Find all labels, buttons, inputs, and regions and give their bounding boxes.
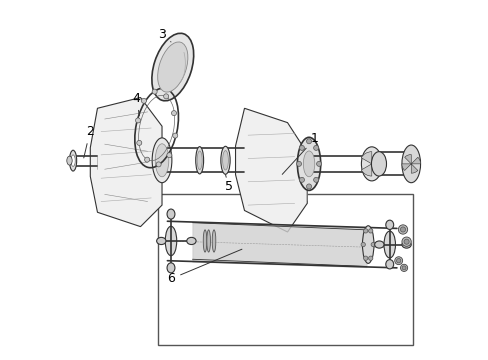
Bar — [158, 194, 412, 345]
Circle shape — [135, 118, 140, 123]
Circle shape — [299, 177, 304, 183]
Circle shape — [360, 242, 365, 247]
Ellipse shape — [401, 145, 420, 183]
Ellipse shape — [371, 152, 386, 176]
Circle shape — [296, 161, 301, 166]
Wedge shape — [404, 154, 410, 164]
Ellipse shape — [197, 151, 202, 170]
Ellipse shape — [157, 42, 187, 92]
Ellipse shape — [167, 209, 175, 219]
Circle shape — [313, 145, 318, 150]
Ellipse shape — [186, 237, 196, 244]
Circle shape — [156, 162, 161, 167]
Ellipse shape — [362, 226, 373, 264]
Circle shape — [137, 140, 142, 145]
Circle shape — [398, 225, 407, 234]
Ellipse shape — [303, 151, 314, 177]
Ellipse shape — [212, 230, 215, 252]
Ellipse shape — [385, 220, 393, 229]
Text: 5: 5 — [224, 175, 232, 193]
Polygon shape — [235, 108, 306, 232]
Wedge shape — [410, 164, 417, 173]
Circle shape — [370, 242, 375, 247]
Circle shape — [144, 157, 149, 162]
Text: 2: 2 — [83, 125, 94, 158]
Ellipse shape — [383, 231, 395, 258]
Circle shape — [401, 237, 410, 246]
Circle shape — [368, 229, 372, 233]
Ellipse shape — [167, 263, 175, 273]
Ellipse shape — [69, 150, 77, 171]
Ellipse shape — [385, 260, 393, 269]
Polygon shape — [90, 98, 162, 226]
Circle shape — [400, 264, 407, 271]
Circle shape — [306, 139, 311, 144]
Circle shape — [403, 239, 408, 244]
Ellipse shape — [297, 137, 320, 190]
Ellipse shape — [401, 241, 410, 248]
Ellipse shape — [152, 138, 171, 183]
Ellipse shape — [222, 150, 228, 170]
Circle shape — [141, 98, 146, 103]
Circle shape — [396, 258, 400, 263]
Wedge shape — [401, 164, 410, 170]
Ellipse shape — [152, 33, 193, 101]
Ellipse shape — [221, 146, 230, 174]
Text: 4: 4 — [132, 92, 140, 116]
Ellipse shape — [67, 156, 72, 165]
Ellipse shape — [165, 226, 176, 256]
Ellipse shape — [361, 147, 382, 181]
Circle shape — [172, 133, 177, 138]
Circle shape — [401, 266, 405, 270]
Circle shape — [166, 153, 171, 158]
Circle shape — [299, 145, 304, 150]
Wedge shape — [371, 158, 383, 170]
Text: 1: 1 — [282, 132, 318, 174]
Circle shape — [171, 111, 176, 116]
Ellipse shape — [374, 241, 383, 248]
Ellipse shape — [195, 147, 203, 174]
Circle shape — [313, 177, 318, 183]
Ellipse shape — [71, 155, 75, 166]
Circle shape — [368, 256, 372, 260]
Circle shape — [152, 89, 157, 94]
Circle shape — [306, 184, 311, 189]
Text: 3: 3 — [158, 28, 171, 42]
Ellipse shape — [203, 230, 206, 252]
Wedge shape — [361, 164, 371, 176]
Circle shape — [363, 256, 367, 260]
Circle shape — [394, 257, 402, 265]
Circle shape — [163, 94, 168, 99]
Circle shape — [363, 229, 367, 233]
Wedge shape — [410, 157, 420, 164]
Ellipse shape — [206, 230, 210, 252]
Circle shape — [400, 227, 405, 232]
Text: 6: 6 — [167, 249, 242, 285]
Ellipse shape — [156, 237, 165, 244]
Wedge shape — [361, 152, 371, 164]
Ellipse shape — [155, 144, 168, 177]
Circle shape — [316, 161, 321, 166]
